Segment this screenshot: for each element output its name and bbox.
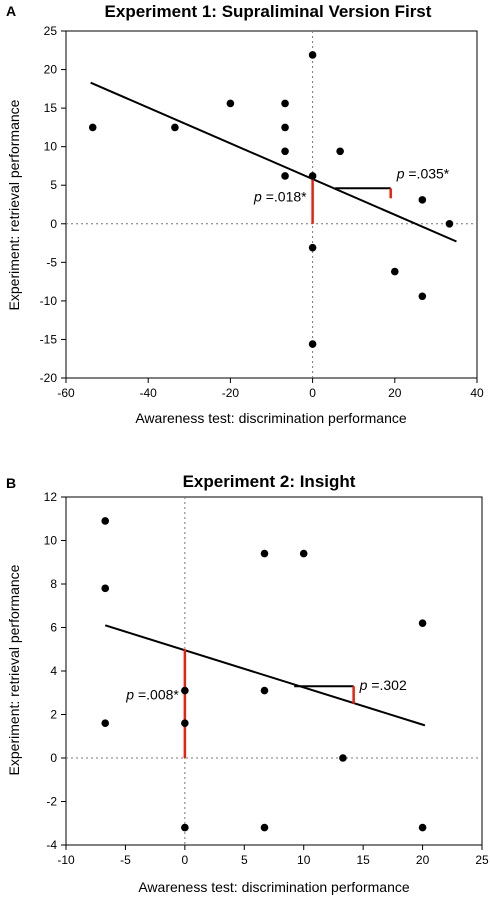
panel-a-data-point [308,243,317,252]
panel-a-data-point [226,99,235,108]
panel-b-y-tick-label: 12 [44,490,58,504]
panel-b-x-tick-label: 5 [241,853,248,867]
panel-b-data-point [260,549,269,558]
panel-a-y-tick-label: -10 [40,294,58,308]
panel-a-intercept-p-label: p =.018* [253,188,307,204]
panel-b-y-tick-label: 2 [50,708,57,722]
panel-b-x-tick-label: 15 [356,853,370,867]
panel-b-title: Experiment 2: Insight [183,472,356,491]
panel-a-x-tick-label: -60 [57,386,75,400]
panel-b-data-point [299,549,308,558]
panel-b-plot-frame [65,496,483,846]
panel-b-x-tick-label: 25 [475,853,489,867]
panel-a-data-point [281,123,289,132]
panel-b-letter: B [6,475,16,491]
panel-a-data-point [308,340,317,348]
panel-b-data-point [339,754,347,762]
panel-b-y-tick-label: 4 [50,664,57,678]
panel-a-y-tick-label: 10 [44,140,58,154]
panel-a-x-tick-label: 0 [309,386,316,400]
panel-b-intercept-p-label: p =.008* [125,687,179,703]
panel-b-data-point [181,823,189,832]
panel-a-y-tick-label: 5 [50,178,57,192]
panel-a-data-point [308,172,317,180]
panel-a: A Experiment 1: Supraliminal Version Fir… [6,2,484,426]
panel-a-data-point [308,51,317,59]
panel-b-x-tick-label: -5 [120,853,131,867]
panel-b-data-point [260,823,269,832]
panel-a-x-tick-label: 40 [470,386,484,400]
panel-a-data-point [88,123,97,132]
panel-a-slope-p-label: p =.035* [396,165,450,181]
panel-a-y-tick-label: 0 [50,217,57,231]
panel-b-y-tick-label: -4 [46,838,57,852]
panel-b-data-point [101,719,110,727]
panel-b-plot: -10 -5 0 5 10 15 20 25 -4 -2 0 2 4 6 8 10 12 p =.008* p =.… [44,490,489,867]
panel-b-y-tick-label: 8 [50,577,57,591]
panel-b-y-tick-label: -2 [46,795,57,809]
panel-a-y-axis-label: Experiment: retrieval performance [6,99,22,310]
panel-a-y-tick-label: -20 [40,371,58,385]
panel-b-x-tick-label: 0 [182,853,189,867]
panel-a-letter: A [6,3,16,19]
panel-a-data-point [281,99,289,108]
panel-b-data-point [418,619,427,627]
panel-b-data-point [181,719,189,727]
panel-b-data-point [101,584,110,593]
panel-a-data-point [391,267,399,276]
panel-b-data-point [260,686,269,695]
panel-a-y-tick-label: -5 [46,255,57,269]
panel-b-slope-p-label: p =.302 [359,677,407,693]
panel-b-y-tick-label: 0 [50,751,57,765]
panel-b-x-tick-label: -10 [57,853,75,867]
panel-b-x-tick-label: 20 [416,853,430,867]
panel-a-data-point [336,147,344,156]
panel-b-data-point [418,823,427,832]
panel-a-y-tick-label: 25 [44,24,58,38]
panel-a-y-tick-label: -15 [40,332,58,346]
panel-b-x-tick-label: 10 [297,853,311,867]
panel-b: B Experiment 2: Insight -10 -5 0 5 10 15 20 25-… [6,472,489,895]
panel-a-y-tick-label: 15 [44,101,58,115]
panel-b-y-axis-label: Experiment: retrieval performance [6,564,22,775]
panel-a-data-point [418,292,427,301]
panel-a-plot-frame [65,30,478,379]
panel-b-regression-line [104,624,426,727]
panel-b-data-point [181,686,189,695]
panel-b-x-axis-label: Awareness test: discrimination performan… [138,879,410,895]
panel-a-data-point [171,123,179,132]
panel-a-regression-line [90,81,457,243]
panel-a-y-tick-label: 20 [44,63,58,77]
panel-a-x-axis-label: Awareness test: discrimination performan… [135,410,407,426]
panel-a-data-point [445,219,454,228]
panel-a-data-point [418,196,427,204]
panel-a-x-tick-label: -20 [222,386,240,400]
panel-b-data-point [101,517,110,525]
panel-a-x-tick-label: 20 [388,386,402,400]
panel-a-data-point [281,147,289,156]
panel-b-y-tick-label: 10 [44,534,58,548]
panel-a-data-point [281,172,289,180]
panel-a-x-tick-label: -40 [140,386,158,400]
panel-a-title: Experiment 1: Supraliminal Version First [105,2,432,21]
panel-a-plot: -60 -40 -20 0 20 40 -20 -15 -10 -5 0 5 10 15 20 25 p =.0… [40,24,484,400]
panel-b-y-tick-label: 6 [50,621,57,635]
